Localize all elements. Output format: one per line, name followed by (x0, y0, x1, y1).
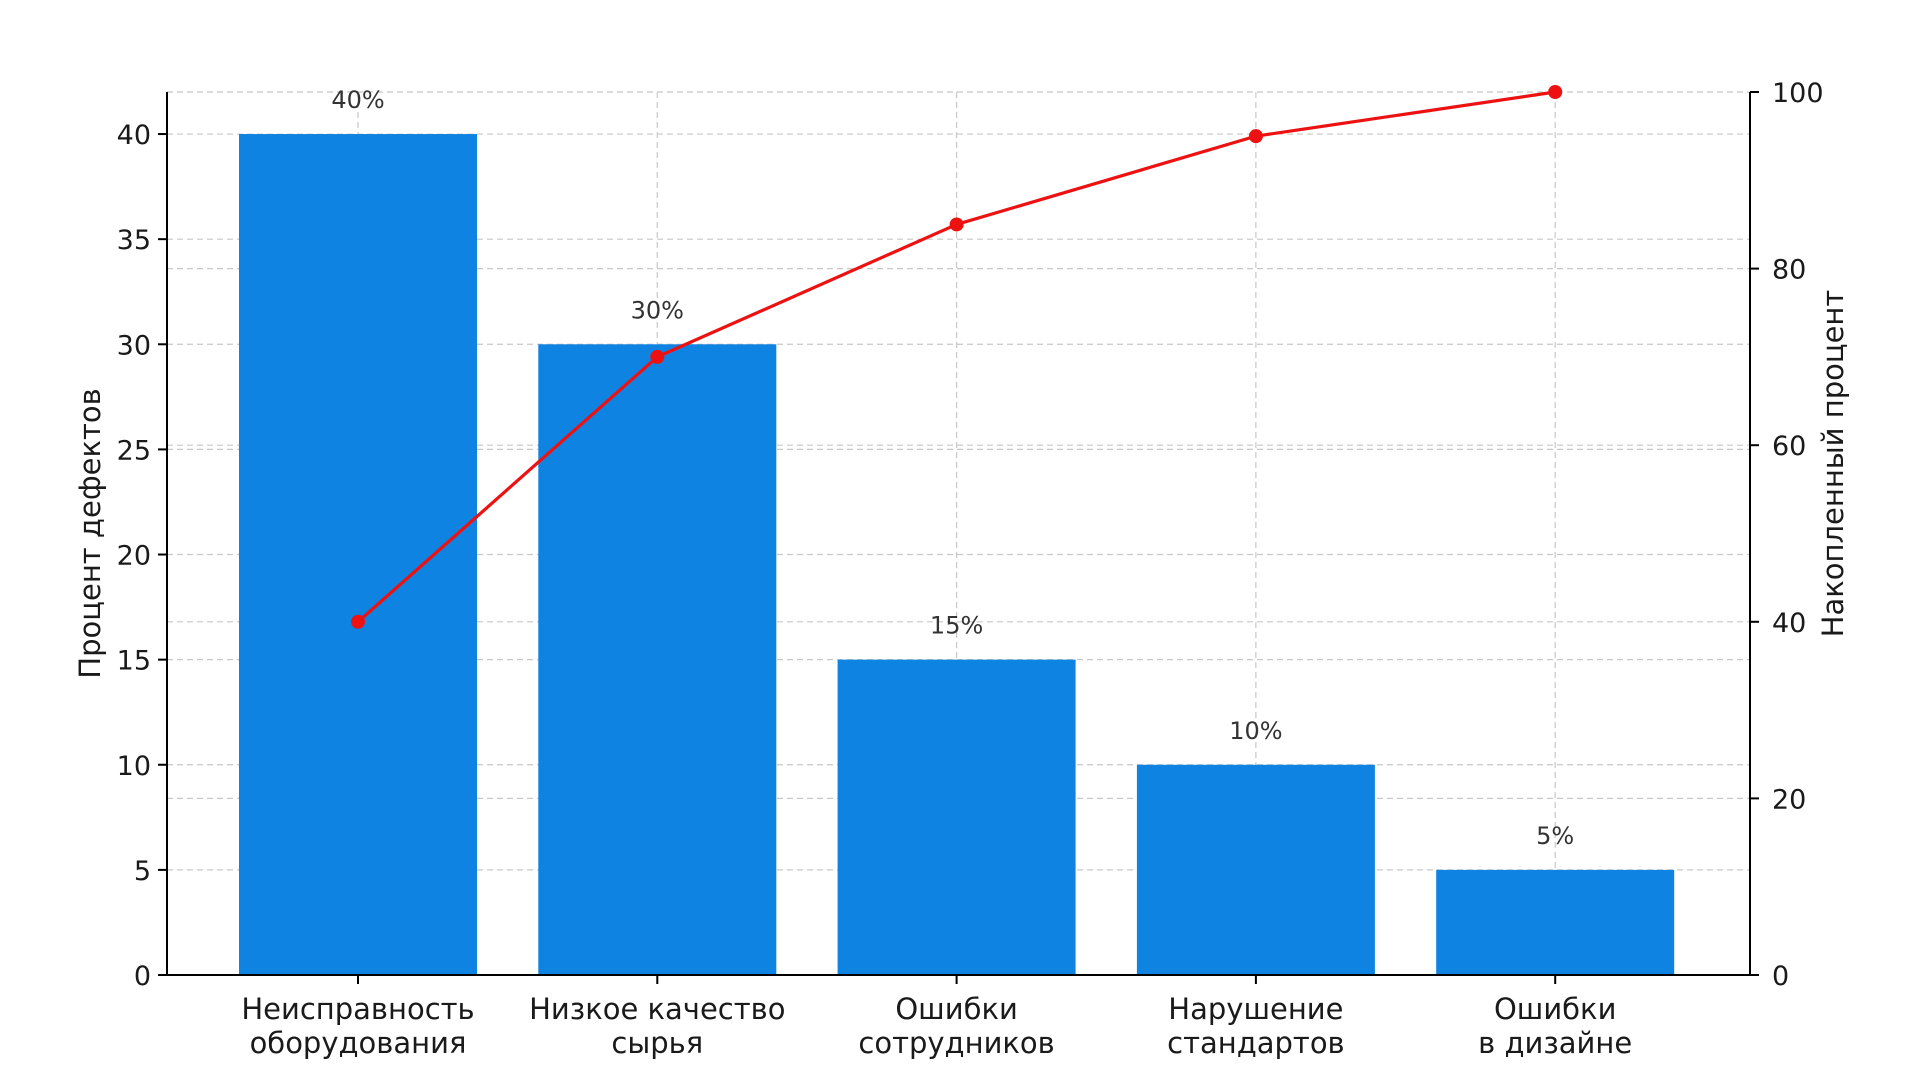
cumulative-point (949, 217, 964, 232)
y2-axis-title: Накопленный процент (1816, 290, 1850, 638)
cumulative-point (1248, 129, 1263, 144)
y2-tick-label: 80 (1772, 255, 1806, 286)
bar (239, 134, 477, 976)
bar-data-label: 10% (1229, 717, 1282, 745)
y-axis-title: Процент дефектов (73, 388, 107, 678)
cumulative-point (351, 614, 365, 629)
y-tick-label: 15 (117, 646, 151, 677)
y-tick-label: 0 (134, 961, 151, 992)
y-tick-label: 35 (117, 225, 151, 256)
bar-layer (239, 134, 1675, 976)
bar-data-label: 40% (331, 86, 384, 114)
x-tick-label: Нарушение стандартов (1167, 992, 1345, 1060)
y-tick-label: 20 (117, 541, 151, 572)
bar (1436, 869, 1675, 975)
y-tick-label: 25 (117, 435, 151, 466)
y2-tick-label: 60 (1772, 431, 1806, 462)
x-tick-label: Низкое качество сырья (529, 992, 785, 1060)
y2-tick-label: 20 (1772, 784, 1806, 815)
y-tick-label: 40 (117, 120, 151, 151)
bar-data-label: 5% (1536, 822, 1574, 850)
bar (1136, 764, 1375, 975)
axis-layer: 0 5 10 15 20 25 30 35 40 0 20 40 60 80 100 Неисправност… (117, 78, 1824, 1060)
bar-data-label: 15% (930, 612, 983, 640)
x-tick-label: Ошибки в дизайне (1478, 992, 1632, 1060)
bar (538, 344, 777, 975)
y-tick-label: 5 (134, 856, 151, 887)
cumulative-line-layer (351, 85, 1563, 629)
y2-tick-label: 0 (1772, 961, 1789, 992)
y2-tick-label: 100 (1772, 78, 1824, 109)
bar (837, 659, 1076, 975)
x-tick-label: Ошибки сотрудников (858, 992, 1054, 1060)
y-tick-label: 30 (117, 330, 151, 361)
y2-tick-label: 40 (1772, 608, 1806, 639)
cumulative-point (1548, 85, 1563, 99)
cumulative-point (650, 349, 665, 364)
x-tick-label: Неисправность оборудования (241, 992, 474, 1060)
data-label-layer: 40% 30% 15% 10% 5% (331, 86, 1574, 850)
bar-data-label: 30% (631, 296, 684, 324)
y-tick-label: 10 (117, 751, 151, 782)
